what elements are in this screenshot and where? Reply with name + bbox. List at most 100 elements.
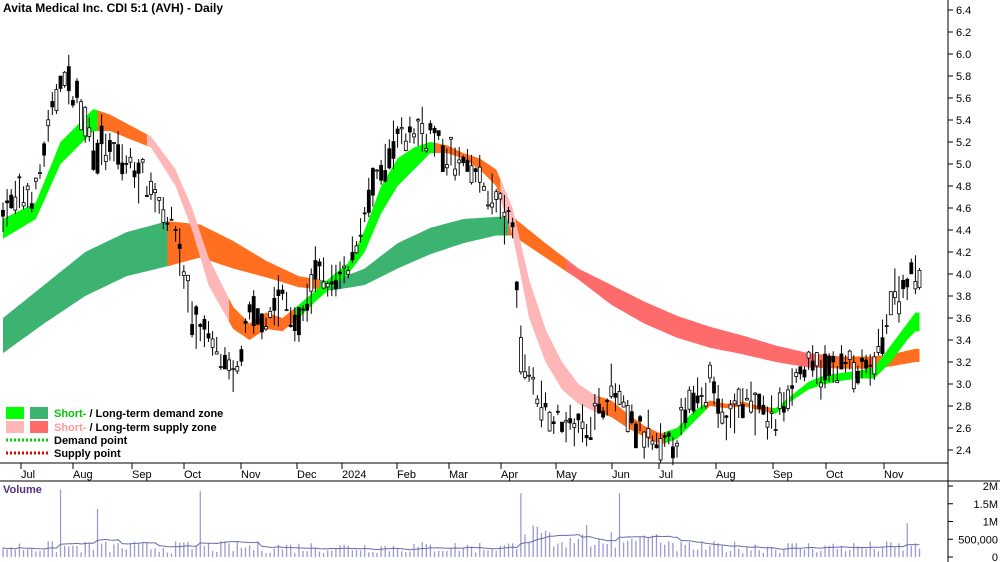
candle-body: [25, 185, 30, 191]
candle-body: [613, 392, 618, 398]
candle: [239, 345, 244, 367]
candle: [913, 255, 918, 295]
candle-body: [498, 193, 503, 200]
candle: [301, 305, 305, 322]
candle-body: [251, 296, 256, 327]
candle-body: [173, 229, 178, 231]
candle-body: [847, 350, 852, 361]
short-term-zone-segment-9: [705, 400, 776, 414]
candle-body: [757, 393, 762, 409]
candle-body: [856, 370, 860, 384]
x-tick-label: Nov: [241, 469, 261, 481]
candle-body: [782, 406, 786, 413]
candle-body: [588, 437, 593, 440]
candle: [564, 412, 568, 443]
candle-body: [112, 142, 116, 144]
candle-body: [683, 409, 688, 424]
candle-body: [440, 145, 445, 172]
candle-body: [247, 304, 252, 313]
candle: [634, 422, 638, 449]
candle: [580, 404, 585, 443]
candle: [218, 353, 223, 370]
candle: [588, 417, 593, 440]
candle: [893, 268, 897, 305]
candle: [654, 433, 659, 449]
candle: [284, 291, 289, 312]
candle-body: [642, 431, 647, 448]
candle: [108, 133, 112, 161]
candle: [317, 258, 322, 281]
candle: [387, 139, 392, 170]
candle-body: [671, 446, 675, 459]
candle: [268, 307, 273, 319]
y-tick-label: 2.8: [956, 401, 971, 413]
candle-body: [876, 345, 881, 353]
candle: [309, 268, 314, 314]
candle: [810, 345, 815, 377]
candle-body: [773, 429, 778, 431]
candle: [202, 315, 207, 348]
candle-body: [687, 389, 692, 410]
candle-body: [629, 411, 634, 423]
candle-body: [605, 399, 610, 402]
candle: [124, 155, 129, 174]
candle-body: [765, 420, 770, 428]
candle: [34, 177, 38, 190]
candle-body: [901, 279, 905, 289]
candle: [313, 246, 318, 293]
candle-body: [486, 204, 490, 207]
candle: [786, 385, 790, 412]
candle-body: [905, 278, 910, 288]
candle-body: [913, 281, 918, 290]
candle: [243, 318, 248, 333]
y-tick-label: 3.0: [956, 379, 971, 391]
candle: [584, 424, 589, 447]
candle: [227, 352, 232, 380]
candle: [444, 148, 449, 176]
candle: [13, 180, 18, 215]
candle-body: [634, 423, 638, 449]
candle: [872, 351, 877, 380]
y-tick-label: 6.2: [956, 27, 971, 39]
candle-body: [897, 301, 901, 315]
candle: [395, 126, 400, 148]
candle-body: [338, 271, 342, 275]
candle: [642, 431, 647, 459]
candle-body: [62, 71, 67, 86]
candle-body: [157, 197, 162, 201]
candle-body: [58, 75, 63, 89]
candle-body: [658, 438, 663, 461]
legend-demand-short: Short-: [54, 408, 87, 420]
candle: [671, 436, 675, 466]
candle-body: [13, 196, 18, 211]
candle: [346, 266, 351, 279]
volume-tick-label: 2M: [983, 481, 998, 493]
y-tick-label: 4.8: [956, 181, 971, 193]
candle: [716, 385, 720, 428]
candle-body: [745, 397, 749, 401]
candle-body: [181, 271, 186, 276]
candle: [210, 331, 215, 356]
candle: [629, 404, 634, 425]
candle-body: [288, 324, 293, 328]
candle: [42, 141, 46, 167]
candle: [165, 216, 170, 231]
candle: [276, 275, 281, 327]
candles-layer: [1, 54, 922, 466]
candle: [695, 377, 700, 409]
candle: [782, 391, 786, 422]
candle-body: [149, 180, 153, 195]
candle-body: [403, 140, 408, 151]
candle-body: [868, 364, 873, 367]
candle-body: [194, 306, 199, 315]
candle: [465, 149, 470, 172]
candle: [605, 398, 610, 416]
candle-body: [54, 89, 59, 112]
candle-body: [584, 434, 589, 439]
candle-body: [186, 274, 190, 282]
candle-body: [798, 366, 803, 375]
candle-body: [720, 411, 725, 424]
candle-body: [662, 435, 667, 438]
candle-body: [38, 172, 42, 175]
x-tick-label: Feb: [397, 469, 416, 481]
